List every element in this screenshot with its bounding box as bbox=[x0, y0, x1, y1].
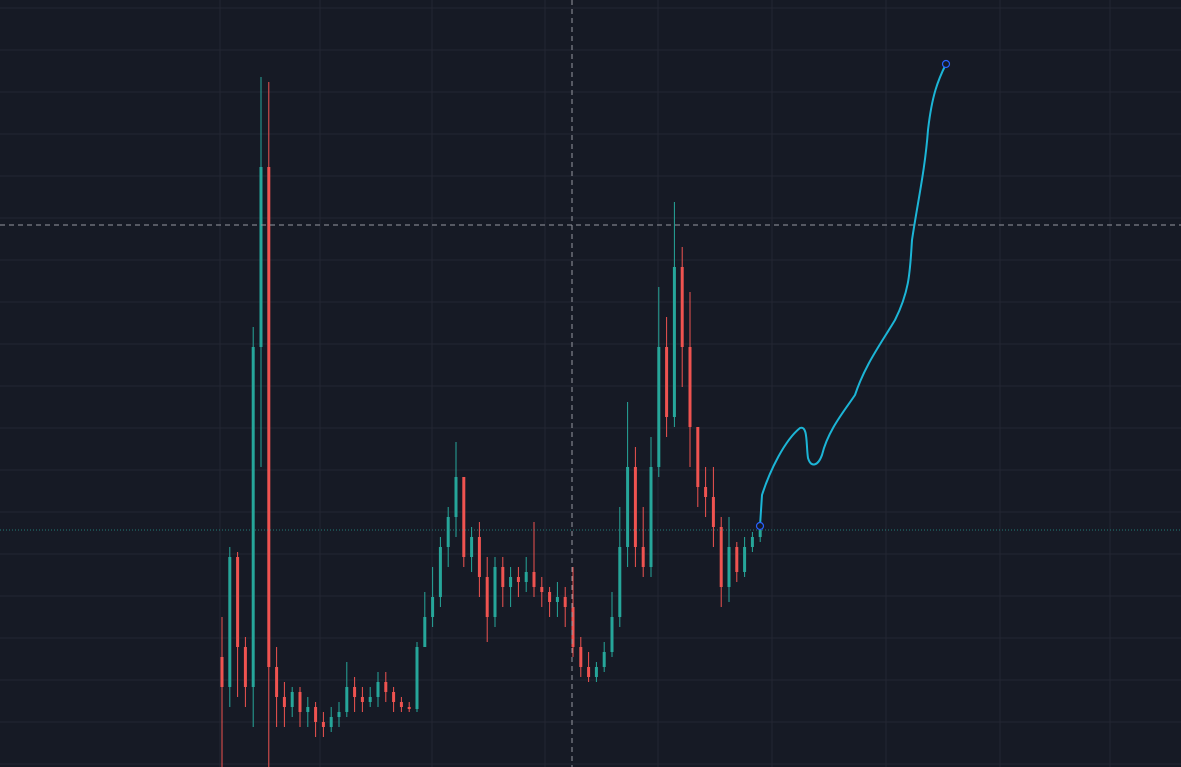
candle-body bbox=[602, 652, 606, 667]
candle-body bbox=[290, 692, 294, 707]
candle-body bbox=[665, 347, 669, 417]
candle-body bbox=[704, 487, 708, 497]
candle-body bbox=[719, 527, 723, 587]
candle-body bbox=[477, 537, 481, 577]
candle-body bbox=[696, 427, 700, 487]
candle-body bbox=[462, 477, 466, 557]
candle-body bbox=[633, 467, 637, 547]
candle-body bbox=[384, 682, 388, 692]
candle-body bbox=[360, 697, 364, 702]
candle-body bbox=[392, 692, 396, 702]
candle-body bbox=[470, 537, 474, 557]
candle-body bbox=[353, 687, 357, 697]
candle-body bbox=[282, 697, 286, 707]
candle-body bbox=[516, 577, 520, 582]
candle-body bbox=[743, 547, 747, 572]
candle-body bbox=[735, 547, 739, 572]
candle-body bbox=[641, 547, 645, 567]
candle-body bbox=[540, 587, 544, 592]
candle-body bbox=[680, 267, 684, 347]
candle-body bbox=[446, 517, 450, 547]
candle-body bbox=[314, 707, 318, 722]
candle-body bbox=[532, 572, 536, 587]
candle-body bbox=[727, 547, 731, 587]
candle-body bbox=[555, 597, 559, 602]
candle-body bbox=[228, 557, 232, 687]
candle-body bbox=[415, 647, 419, 709]
candle-body bbox=[267, 167, 271, 667]
candle-body bbox=[594, 667, 598, 677]
candle-body bbox=[501, 567, 505, 587]
candle-body bbox=[376, 682, 380, 697]
candle-body bbox=[275, 667, 279, 697]
candle-body bbox=[423, 617, 427, 647]
candle-body bbox=[438, 547, 442, 597]
candle-body bbox=[626, 467, 630, 547]
candle-body bbox=[548, 592, 552, 602]
candle-body bbox=[509, 577, 513, 587]
candle-body bbox=[587, 667, 591, 677]
drawing-handle[interactable] bbox=[755, 521, 765, 531]
candle-body bbox=[579, 647, 583, 667]
candle-body bbox=[454, 477, 458, 517]
candle-body bbox=[298, 692, 302, 712]
candle-body bbox=[485, 577, 489, 617]
candle-body bbox=[618, 547, 622, 617]
candle-body bbox=[524, 572, 528, 582]
candle-body bbox=[649, 467, 653, 567]
candle-body bbox=[493, 567, 497, 617]
candle-body bbox=[236, 557, 240, 647]
candle-body bbox=[306, 707, 310, 712]
candle-body bbox=[368, 697, 372, 702]
candle-body bbox=[563, 597, 567, 607]
candle-body bbox=[251, 347, 255, 687]
candle-body bbox=[657, 347, 661, 467]
candle-body bbox=[688, 347, 692, 427]
candle-body bbox=[345, 687, 349, 712]
candle-body bbox=[259, 167, 263, 347]
candle-body bbox=[407, 707, 411, 709]
candle-body bbox=[711, 497, 715, 527]
candle-body bbox=[243, 647, 247, 687]
candle-body bbox=[329, 717, 333, 727]
candle-body bbox=[220, 657, 224, 687]
candle-body bbox=[758, 530, 762, 537]
candle-body bbox=[672, 267, 676, 417]
drawing-handle[interactable] bbox=[941, 59, 951, 69]
candle-body bbox=[321, 722, 325, 727]
drawing-path[interactable] bbox=[759, 63, 947, 527]
candle-body bbox=[431, 597, 435, 617]
candle-body bbox=[571, 607, 575, 647]
candles bbox=[220, 77, 762, 767]
candle-body bbox=[399, 702, 403, 707]
candle-body bbox=[610, 617, 614, 652]
candle-body bbox=[750, 537, 754, 547]
candle-body bbox=[337, 712, 341, 717]
